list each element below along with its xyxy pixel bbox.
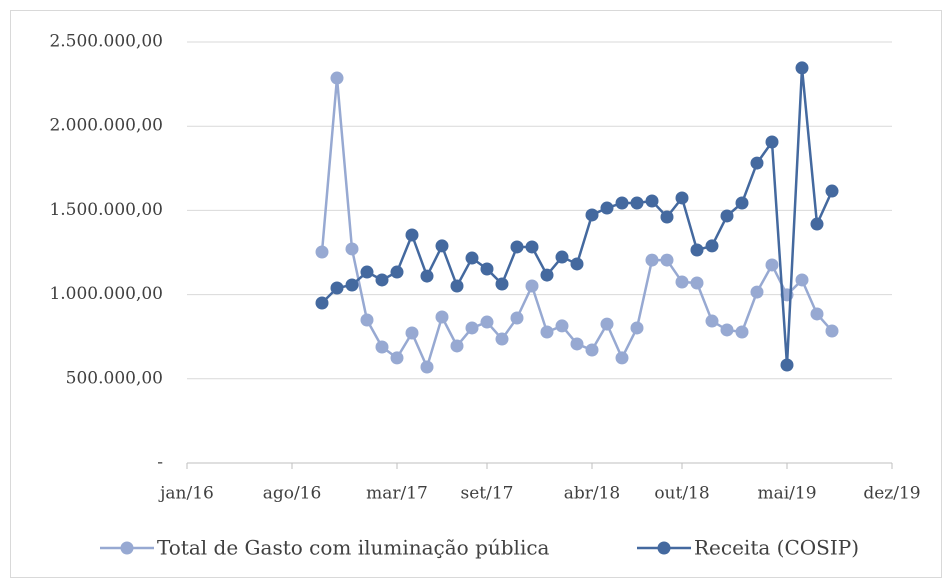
data-point (465, 321, 479, 335)
data-point (720, 209, 734, 223)
data-point (615, 196, 629, 210)
data-point (420, 360, 434, 374)
y-tick-label: 1.500.000,00 (49, 200, 163, 220)
data-point (405, 228, 419, 242)
data-point (570, 337, 584, 351)
data-point (675, 275, 689, 289)
x-tick-label: mai/19 (757, 484, 816, 504)
data-point (465, 251, 479, 265)
data-point (600, 317, 614, 331)
data-point (690, 276, 704, 290)
data-point (795, 61, 809, 75)
data-point (810, 217, 824, 231)
data-point (585, 208, 599, 222)
data-point (615, 351, 629, 365)
data-point (765, 258, 779, 272)
data-point (495, 277, 509, 291)
data-point (570, 257, 584, 271)
data-point (510, 311, 524, 325)
y-tick-label: 500.000,00 (66, 368, 163, 388)
data-point (600, 201, 614, 215)
data-point (630, 321, 644, 335)
x-tick-label: ago/16 (263, 484, 322, 504)
data-point (705, 314, 719, 328)
y-tick-label: 2.000.000,00 (49, 116, 163, 136)
data-point (675, 191, 689, 205)
legend-label: Receita (COSIP) (694, 536, 859, 560)
data-point (450, 339, 464, 353)
data-point (360, 265, 374, 279)
data-point (660, 253, 674, 267)
data-point (540, 268, 554, 282)
data-point (315, 296, 329, 310)
data-point (720, 323, 734, 337)
data-point (525, 240, 539, 254)
data-point (435, 310, 449, 324)
data-point (660, 210, 674, 224)
data-point (390, 265, 404, 279)
data-point (390, 351, 404, 365)
data-point (555, 250, 569, 264)
x-tick-label: jan/16 (158, 484, 214, 504)
data-point (435, 239, 449, 253)
legend-marker (120, 541, 134, 555)
data-point (555, 319, 569, 333)
data-point (690, 243, 704, 257)
data-point (780, 358, 794, 372)
y-tick-label: - (157, 453, 163, 473)
data-point (765, 135, 779, 149)
data-point (330, 281, 344, 295)
data-point (825, 324, 839, 338)
data-point (510, 240, 524, 254)
x-tick-label: dez/19 (863, 484, 920, 504)
data-point (345, 242, 359, 256)
data-point (630, 196, 644, 210)
x-tick-label: mar/17 (366, 484, 428, 504)
data-point (705, 239, 719, 253)
x-tick-label: out/18 (654, 484, 709, 504)
x-tick-label: abr/18 (564, 484, 621, 504)
data-point (330, 71, 344, 85)
data-point (795, 273, 809, 287)
data-point (360, 313, 374, 327)
data-point (585, 343, 599, 357)
data-point (525, 279, 539, 293)
legend-label: Total de Gasto com iluminação pública (157, 536, 550, 560)
data-point (735, 325, 749, 339)
data-point (375, 273, 389, 287)
data-point (540, 325, 554, 339)
data-point (480, 315, 494, 329)
data-point (735, 196, 749, 210)
data-point (750, 156, 764, 170)
data-point (810, 307, 824, 321)
data-point (375, 340, 389, 354)
data-point (825, 184, 839, 198)
y-tick-label: 1.000.000,00 (49, 284, 163, 304)
data-point (495, 332, 509, 346)
data-point (420, 269, 434, 283)
data-point (645, 253, 659, 267)
data-point (405, 326, 419, 340)
data-point (345, 278, 359, 292)
data-point (480, 262, 494, 276)
data-point (450, 279, 464, 293)
data-point (750, 285, 764, 299)
x-tick-label: set/17 (461, 484, 514, 504)
data-point (315, 245, 329, 259)
legend-marker (657, 541, 671, 555)
data-point (645, 194, 659, 208)
y-tick-label: 2.500.000,00 (49, 32, 163, 52)
